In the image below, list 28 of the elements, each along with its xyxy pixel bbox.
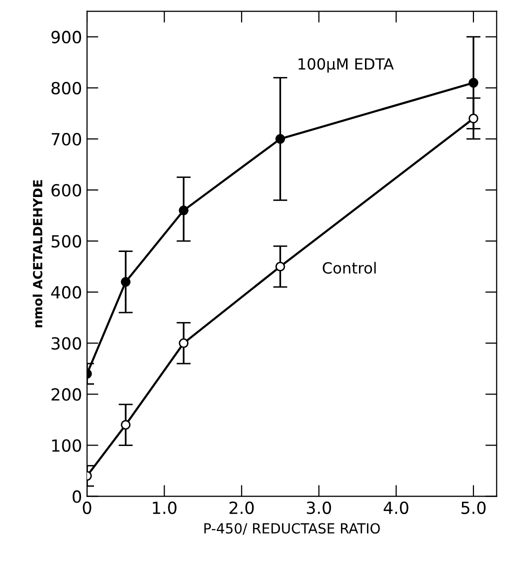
y-tick-label: 600 <box>52 184 82 197</box>
x-tick-label: 0 <box>82 501 92 514</box>
x-tick-label: 5.0 <box>461 501 486 514</box>
point <box>275 134 286 144</box>
x-tick-label: 1.0 <box>152 501 176 514</box>
y-tick-label: 0 <box>72 490 82 503</box>
point <box>120 420 131 430</box>
x-tick-label: 2.0 <box>230 501 254 514</box>
y-tick-label: 300 <box>52 337 82 350</box>
x-tick-label: 3.0 <box>306 501 332 514</box>
y-tick-label: 800 <box>51 82 82 94</box>
y-tick-label: 700 <box>52 132 82 146</box>
series-label: Control <box>322 262 376 274</box>
x-axis-title: P-450/ REDUCTASE RATIO <box>204 523 380 535</box>
point <box>468 114 478 124</box>
point <box>468 78 478 88</box>
point <box>178 338 189 348</box>
y-tick-label: 500 <box>52 235 82 248</box>
y-tick-label: 400 <box>51 286 82 299</box>
y-tick-label: 200 <box>52 388 82 401</box>
x-tick-label: 4.0 <box>384 501 408 514</box>
y-axis-title: nmol ACETALDEHYDE <box>32 180 42 328</box>
y-tick-label: 100 <box>52 439 82 452</box>
y-tick-label: 900 <box>51 30 82 44</box>
point <box>275 262 286 272</box>
point <box>120 277 131 287</box>
point <box>178 206 189 216</box>
text: 100μM EDTA <box>298 58 394 73</box>
